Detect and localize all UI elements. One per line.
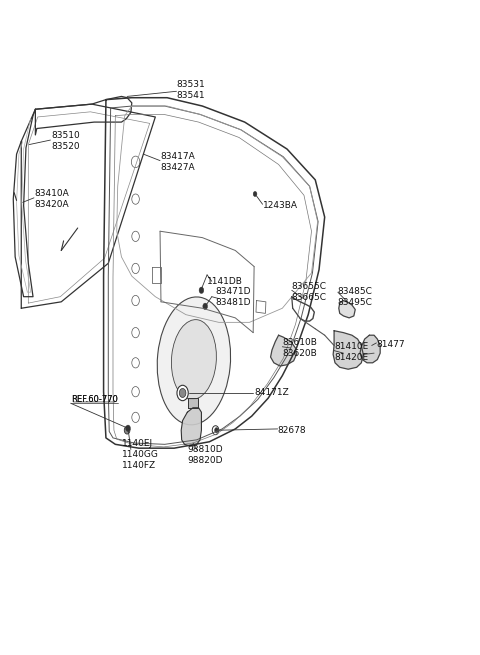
Circle shape [253, 191, 257, 196]
Text: 81410E
81420E: 81410E 81420E [334, 342, 368, 362]
Circle shape [180, 388, 186, 398]
Text: 83510
83520: 83510 83520 [51, 131, 80, 151]
Text: 1141DB: 1141DB [207, 277, 243, 286]
Circle shape [132, 412, 139, 422]
Text: 98810D
98820D: 98810D 98820D [187, 445, 223, 464]
Text: 83471D
83481D: 83471D 83481D [216, 287, 251, 307]
Text: 1140EJ
1140GG
1140FZ: 1140EJ 1140GG 1140FZ [121, 439, 158, 470]
Text: 83531
83541: 83531 83541 [176, 80, 205, 100]
Polygon shape [360, 335, 380, 363]
Circle shape [199, 287, 204, 293]
Circle shape [126, 425, 131, 432]
Text: 82678: 82678 [277, 426, 306, 435]
Circle shape [132, 295, 139, 306]
Circle shape [212, 426, 219, 435]
Circle shape [177, 385, 188, 401]
Text: 83655C
83665C: 83655C 83665C [292, 282, 327, 301]
Text: REF.60-770: REF.60-770 [71, 395, 118, 404]
Circle shape [124, 426, 130, 434]
Ellipse shape [171, 320, 216, 400]
Text: 81477: 81477 [376, 340, 405, 348]
Ellipse shape [157, 297, 230, 425]
Text: 83485C
83495C: 83485C 83495C [338, 287, 372, 307]
Polygon shape [271, 335, 297, 366]
Circle shape [132, 358, 139, 368]
Polygon shape [333, 331, 363, 369]
Circle shape [132, 328, 139, 338]
Circle shape [132, 231, 139, 242]
Text: 83417A
83427A: 83417A 83427A [160, 152, 195, 172]
Text: 83410A
83420A: 83410A 83420A [34, 189, 69, 209]
Circle shape [215, 428, 218, 433]
Circle shape [132, 386, 139, 397]
Polygon shape [339, 301, 355, 318]
Text: 1243BA: 1243BA [263, 201, 298, 210]
Text: 83610B
83620B: 83610B 83620B [282, 338, 317, 358]
Polygon shape [181, 407, 202, 446]
Circle shape [132, 194, 139, 204]
Circle shape [132, 156, 140, 168]
Polygon shape [188, 398, 198, 407]
Circle shape [203, 303, 207, 310]
Text: REF.60-770: REF.60-770 [71, 395, 118, 404]
Text: 84171Z: 84171Z [254, 388, 289, 398]
Circle shape [132, 263, 139, 274]
